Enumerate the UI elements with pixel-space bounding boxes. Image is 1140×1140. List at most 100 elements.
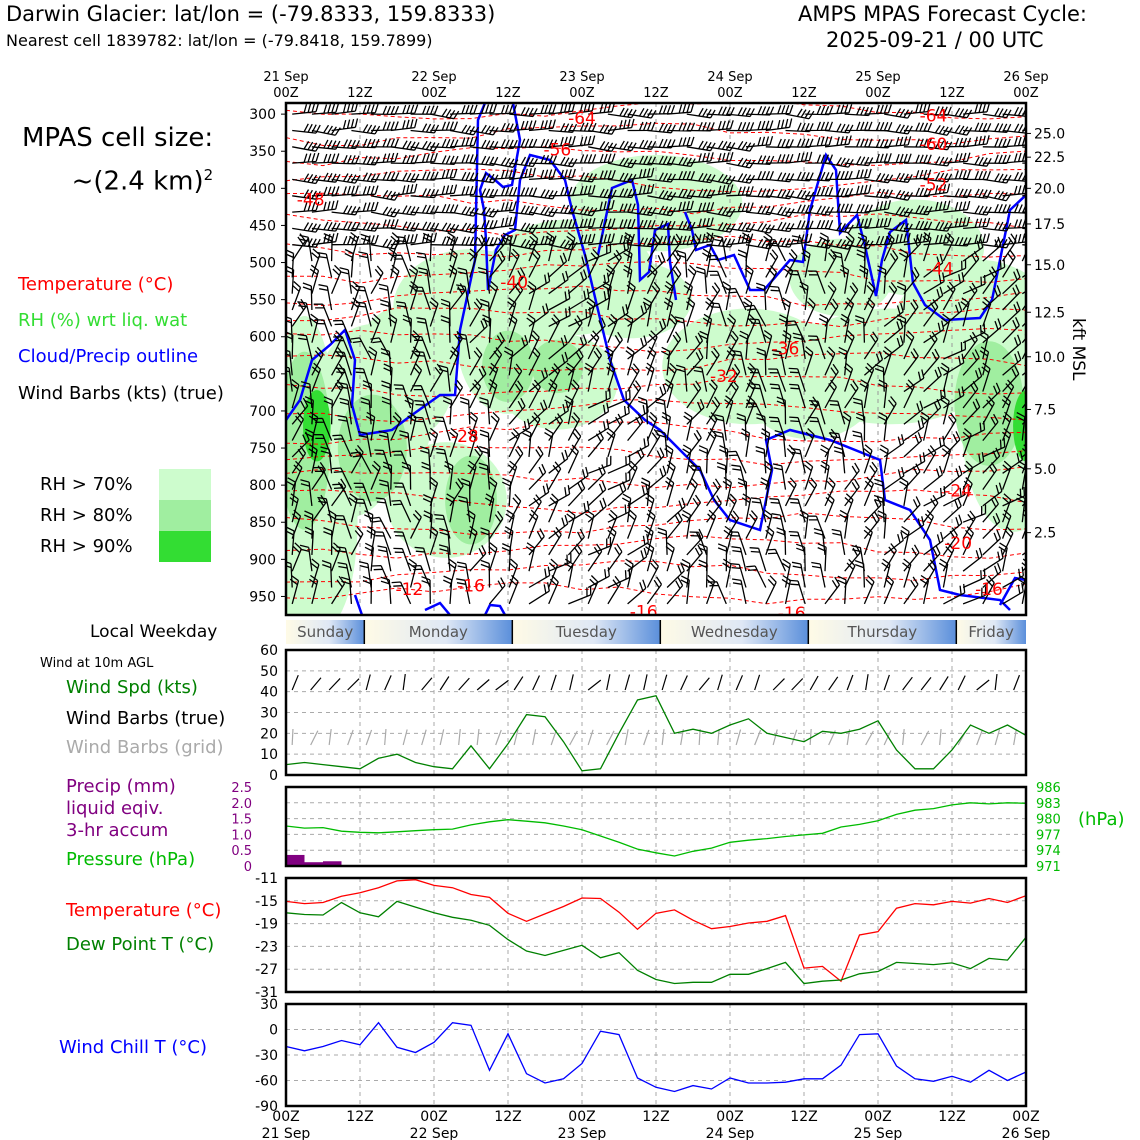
wind-barb xyxy=(488,250,506,278)
wind-barb xyxy=(564,558,574,588)
surface-barb-grid xyxy=(310,730,319,746)
wind-barb xyxy=(479,445,491,474)
wind-barb xyxy=(568,103,595,115)
wind-barb xyxy=(627,219,656,230)
left-tick-label-7: 650 xyxy=(249,367,276,383)
wind-barb xyxy=(430,236,459,246)
wind-barb xyxy=(414,350,431,376)
wind-barb xyxy=(686,172,716,184)
top-time-tick-2: 00Z xyxy=(421,86,447,101)
surface-barb-true xyxy=(624,674,631,691)
wind-barb xyxy=(962,504,987,523)
wind-barb xyxy=(390,233,418,246)
wind-barb xyxy=(627,533,649,556)
wind-barb xyxy=(731,349,747,376)
wind-barb xyxy=(297,301,313,327)
wind-barb xyxy=(898,248,909,278)
wind-barb xyxy=(878,379,888,409)
surface-barb-grid xyxy=(717,729,720,746)
surface-barb-grid xyxy=(865,730,874,746)
wind-barb xyxy=(351,201,379,213)
wind-barb xyxy=(402,314,412,343)
temp-contour-label-4: -36 xyxy=(772,340,800,360)
wind-barb xyxy=(647,235,676,246)
wind-barb xyxy=(1002,301,1021,327)
wind-panel-label: Wind at 10m AGL xyxy=(40,656,154,671)
wind-barb xyxy=(1002,123,1026,134)
wind-barb xyxy=(923,106,952,116)
wind-barb xyxy=(585,509,595,539)
surface-barb-grid xyxy=(587,729,594,746)
wind-barb xyxy=(942,232,955,262)
wind-barb xyxy=(749,547,767,572)
wind-barb xyxy=(607,118,635,132)
wind-barb xyxy=(607,470,631,491)
wind-barb xyxy=(896,314,907,343)
wind-barb xyxy=(344,248,354,278)
wind-barb xyxy=(1002,106,1026,117)
wind-barb xyxy=(607,502,631,523)
wind-barb xyxy=(765,188,795,200)
wind-barb xyxy=(607,525,617,556)
wind-barb xyxy=(923,272,945,295)
wind-barb xyxy=(774,429,787,457)
wind-barb xyxy=(449,346,460,376)
wind-barb xyxy=(839,509,849,539)
wind-barb xyxy=(1002,184,1026,197)
wind-barb xyxy=(699,330,709,360)
legend-precip-1: Precip (mm) xyxy=(66,776,176,797)
temp-contour-14 xyxy=(286,421,1026,445)
wind-barb xyxy=(942,514,963,540)
top-time-tick-8: 00Z xyxy=(865,86,891,101)
surface-barb-grid xyxy=(458,729,461,746)
wind-barb xyxy=(706,237,736,248)
wind-barb xyxy=(903,418,925,442)
wind-barb xyxy=(745,120,774,132)
wind-barb xyxy=(548,218,577,230)
wind-barb xyxy=(482,314,492,343)
wind-barb xyxy=(489,234,506,262)
wind-barb xyxy=(604,346,614,376)
wind-barb xyxy=(772,463,787,490)
pressure-line xyxy=(285,802,1027,857)
wind-barb xyxy=(943,200,971,213)
wind-barb xyxy=(642,297,653,327)
wind-barb xyxy=(686,107,716,119)
wind-barb xyxy=(863,575,875,605)
surface-barb-true xyxy=(643,674,648,691)
wind-barb xyxy=(456,332,471,360)
wind-barb xyxy=(627,447,645,474)
wind-barb xyxy=(355,301,372,327)
wind-barb xyxy=(982,495,999,523)
wind-barb xyxy=(371,121,399,132)
wind-barb xyxy=(896,281,907,311)
wind-barb xyxy=(428,427,439,458)
wind-barb xyxy=(963,188,992,199)
bottom-time-tick-7: 12Z xyxy=(790,1109,817,1125)
wind-barb xyxy=(607,233,635,246)
wind-barb xyxy=(469,347,483,376)
right-tick-label-5: 12.5 xyxy=(1034,305,1065,321)
wind-barb xyxy=(729,531,747,556)
wind-barb xyxy=(607,543,623,572)
wind-barb xyxy=(843,362,854,392)
wind-barb xyxy=(982,395,995,425)
wind-barb xyxy=(923,139,953,151)
cloud-outline-7 xyxy=(998,576,1026,606)
wind-barb xyxy=(313,303,333,327)
surface-barb-true xyxy=(532,675,541,691)
wind-barb xyxy=(960,297,970,327)
wind-barb xyxy=(332,483,352,507)
temp-contour-6 xyxy=(286,235,1026,258)
wind-barb xyxy=(844,232,855,262)
wind-barb xyxy=(528,494,542,523)
wind-barb xyxy=(883,531,904,556)
wind-barb xyxy=(962,420,986,442)
wind-barb xyxy=(351,234,379,246)
top-date-0: 21 Sep xyxy=(263,70,308,85)
surface-barb-grid xyxy=(809,728,812,746)
wind-barb xyxy=(587,402,610,425)
wind-barb xyxy=(338,382,353,409)
wind-barb xyxy=(645,542,655,572)
wind-barb xyxy=(568,172,597,183)
